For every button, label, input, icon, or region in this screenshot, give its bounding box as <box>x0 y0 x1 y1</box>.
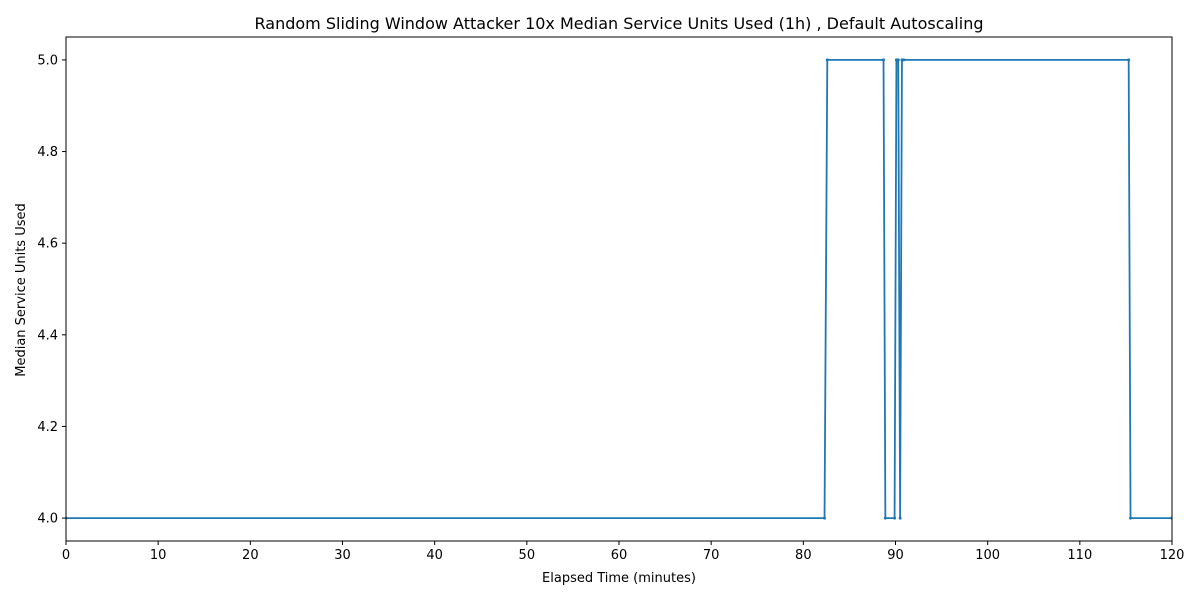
plot-area <box>65 36 1173 542</box>
y-tick-label: 5.0 <box>37 53 58 68</box>
x-tick-label: 40 <box>426 548 443 563</box>
y-tick-label: 4.8 <box>37 145 58 160</box>
x-tick-label: 110 <box>1067 548 1092 563</box>
data-point <box>896 58 900 62</box>
x-axis: 0 10 20 30 40 50 60 70 80 90 100 110 120 <box>62 541 1185 563</box>
data-point <box>1127 58 1131 62</box>
y-axis-label: Median Service Units Used <box>14 203 29 377</box>
data-point <box>902 58 906 62</box>
chart-title: Random Sliding Window Attacker 10x Media… <box>255 14 984 33</box>
x-tick-label: 0 <box>62 548 70 563</box>
data-point <box>825 58 829 62</box>
x-tick-label: 70 <box>703 548 720 563</box>
plot-frame <box>65 36 1173 542</box>
y-tick-label: 4.0 <box>37 512 58 527</box>
x-tick-label: 80 <box>795 548 812 563</box>
x-tick-label: 90 <box>887 548 904 563</box>
data-point <box>893 516 897 520</box>
x-tick-label: 30 <box>334 548 351 563</box>
x-tick-label: 50 <box>519 548 536 563</box>
x-tick-label: 120 <box>1160 548 1185 563</box>
data-point <box>883 516 887 520</box>
series-line <box>66 59 1172 519</box>
y-tick-label: 4.6 <box>37 237 58 252</box>
x-axis-label: Elapsed Time (minutes) <box>542 571 696 586</box>
y-axis: 4.0 4.2 4.4 4.6 4.8 5.0 <box>37 53 66 527</box>
data-point <box>898 516 902 520</box>
series-0 <box>66 58 1172 520</box>
data-point <box>823 516 827 520</box>
data-point <box>882 58 886 62</box>
x-tick-label: 100 <box>975 548 1000 563</box>
x-tick-label: 60 <box>611 548 628 563</box>
x-tick-label: 10 <box>150 548 167 563</box>
data-point <box>1129 516 1133 520</box>
y-tick-label: 4.4 <box>37 328 58 343</box>
x-tick-label: 20 <box>242 548 259 563</box>
y-tick-label: 4.2 <box>37 420 58 435</box>
